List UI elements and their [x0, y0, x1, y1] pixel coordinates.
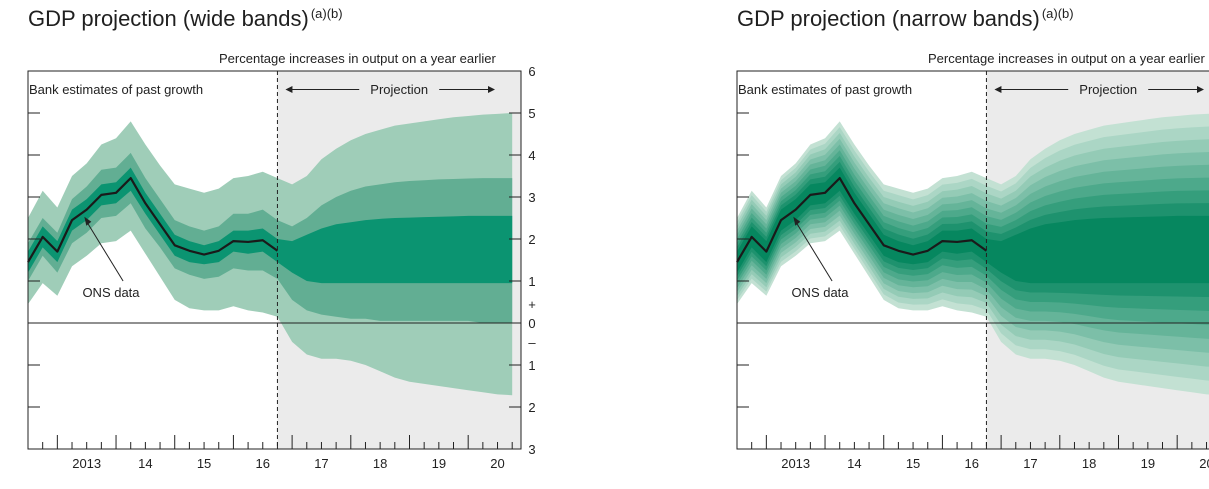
ons-pointer-arrowhead — [84, 216, 92, 226]
fan-chart-narrow: 2013 14 15 16 17 18 19 20 Bank estimates of past… — [736, 70, 1209, 471]
y-tick-label: 5 — [528, 106, 535, 121]
y-tick-label: 0 — [528, 316, 535, 331]
y-tick-label: 2 — [528, 232, 535, 247]
ons-data-line — [27, 177, 279, 263]
annotation-projection: Projection — [370, 82, 428, 97]
band-30 — [28, 167, 513, 284]
x-tick-label: 17 — [314, 456, 328, 471]
x-tick-label: 19 — [1141, 456, 1155, 471]
projection-arrowhead-left — [285, 86, 293, 93]
plot-frame — [736, 70, 1209, 450]
projection-arrowhead-left — [994, 86, 1002, 93]
annotation-past-growth: Bank estimates of past growth — [738, 82, 912, 97]
x-tick-label: 20 — [490, 456, 504, 471]
x-tick-label: 16 — [256, 456, 270, 471]
chart-title-wide: GDP projection (wide bands) (a)(b) — [28, 6, 343, 31]
band-level-8 — [737, 167, 1209, 284]
x-tick-label: 15 — [197, 456, 211, 471]
x-tick-label: 14 — [138, 456, 152, 471]
y-tick-label: + — [528, 297, 536, 312]
projection-arrowhead-right — [488, 86, 495, 93]
projection-arrowhead-right — [1197, 86, 1204, 93]
chart-subtitle-narrow: Percentage increases in output on a year… — [928, 51, 1205, 66]
ons-data-line — [736, 177, 988, 263]
chart-subtitle-wide: Percentage increases in output on a year… — [219, 51, 496, 66]
x-tick-label: 2013 — [781, 456, 810, 471]
ons-pointer-line — [794, 219, 833, 282]
x-tick-label: 18 — [373, 456, 387, 471]
plot-frame — [27, 70, 522, 450]
annotation-projection: Projection — [1079, 82, 1137, 97]
y-tick-label: 3 — [528, 190, 535, 205]
y-tick-label: 1 — [528, 358, 535, 373]
y-tick-label: – — [528, 335, 536, 350]
chart-title-narrow: GDP projection (narrow bands) (a)(b) — [737, 6, 1074, 31]
x-tick-label: 17 — [1023, 456, 1037, 471]
y-tick-label: 3 — [528, 442, 535, 457]
ons-pointer-line — [85, 219, 124, 282]
x-tick-label: 16 — [965, 456, 979, 471]
x-tick-label: 19 — [432, 456, 446, 471]
annotation-past-growth: Bank estimates of past growth — [29, 82, 203, 97]
fan-chart-wide: 6 5 4 3 2 1 +0 – 1 2 3 2013 14 15 16 17 18 19 20 Bank estim… — [27, 64, 536, 471]
y-tick-label: 1 — [528, 274, 535, 289]
annotation-ons-data: ONS data — [791, 285, 849, 300]
x-tick-label: 18 — [1082, 456, 1096, 471]
y-tick-label: 6 — [528, 64, 535, 79]
ons-pointer-arrowhead — [793, 216, 801, 226]
x-tick-label: 14 — [847, 456, 861, 471]
x-tick-label: 15 — [906, 456, 920, 471]
chart-panel-wide: GDP projection (wide bands) (a)(b) Percen… — [0, 0, 600, 489]
y-tick-label: 4 — [528, 148, 535, 163]
chart-panel-narrow: GDP projection (narrow bands) (a)(b) Perc… — [709, 0, 1209, 489]
annotation-ons-data: ONS data — [82, 285, 140, 300]
x-tick-label: 20 — [1199, 456, 1209, 471]
y-tick-label: 2 — [528, 400, 535, 415]
x-tick-label: 2013 — [72, 456, 101, 471]
